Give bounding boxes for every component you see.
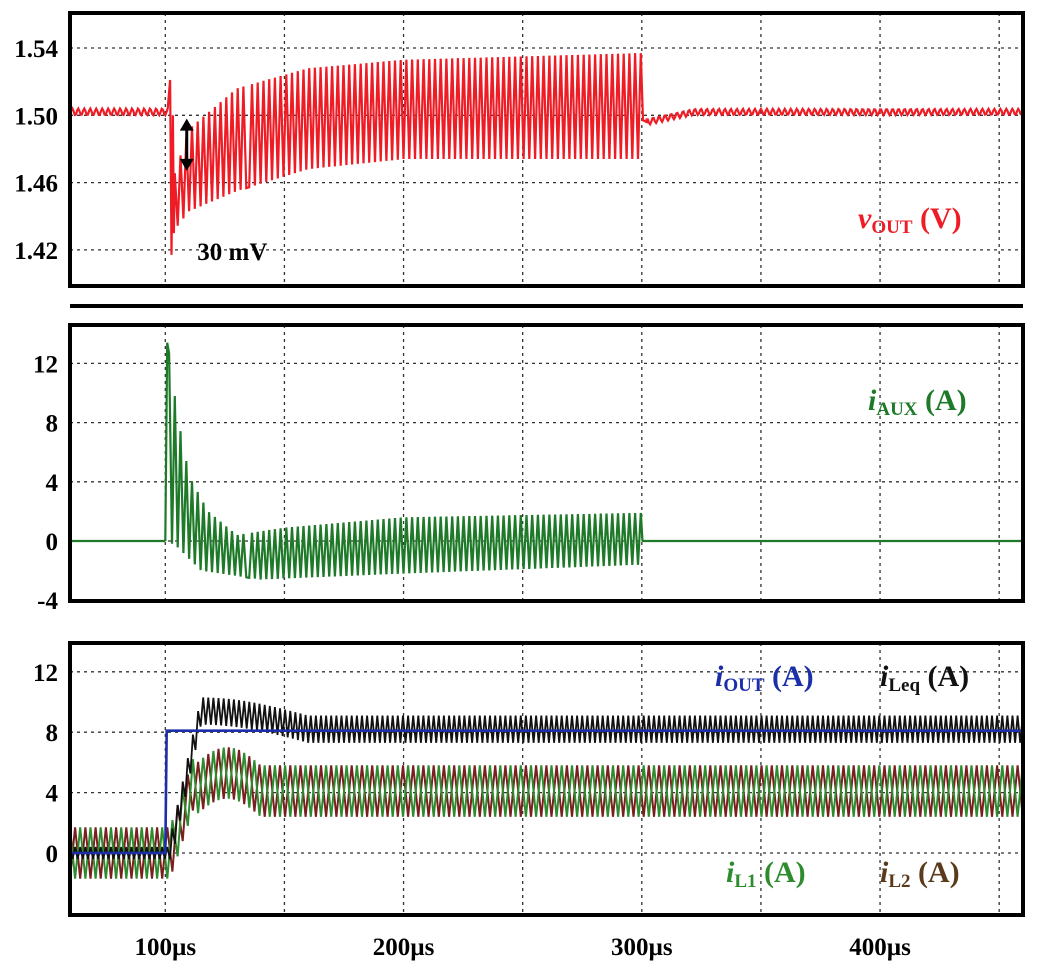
x-tick-label: 200µs — [373, 934, 435, 961]
x-tick-label: 300µs — [611, 934, 673, 961]
ripple-annotation: 30 mV — [179, 118, 267, 266]
iaux-y-ticks: 12 8 4 0 -4 — [33, 351, 59, 615]
vout-panel: 1.54 1.50 1.46 1.42 30 mV vOUT (V) — [14, 11, 1025, 288]
iaux-trace — [70, 342, 1023, 580]
vout-series-label: vOUT (V) — [858, 202, 962, 238]
currents-traces — [69, 697, 1024, 879]
iaux-frame — [68, 323, 1025, 603]
y-tick-label: 1.54 — [14, 36, 58, 63]
iout-waveform — [70, 729, 1023, 855]
vout-y-ticks: 1.54 1.50 1.46 1.42 — [14, 36, 58, 265]
y-tick-label: 0 — [46, 841, 59, 868]
y-tick-label: 0 — [46, 529, 59, 556]
ileq-waveform — [69, 697, 1024, 860]
y-tick-label: 8 — [46, 411, 59, 438]
vout-grid — [70, 13, 1023, 286]
ileq-series-label: iLeq (A) — [880, 660, 969, 696]
y-tick-label: 1.46 — [14, 171, 58, 198]
ripple-arrow-head-up — [179, 118, 194, 131]
y-tick-label: 8 — [46, 720, 59, 747]
ripple-label: 30 mV — [197, 239, 267, 266]
x-axis-tick-labels: 100µs 200µs 300µs 400µs — [134, 934, 911, 961]
vout-frame — [68, 11, 1025, 288]
y-tick-label: -4 — [37, 588, 58, 615]
iout-series-label: iOUT (A) — [715, 660, 814, 696]
y-tick-label: 12 — [33, 660, 58, 687]
x-tick-label: 400µs — [849, 934, 911, 961]
x-tick-label: 100µs — [134, 934, 196, 961]
ripple-arrow-head-down — [179, 158, 194, 171]
iaux-waveform — [164, 342, 644, 580]
iaux-series-label: iAUX (A) — [868, 384, 967, 420]
y-tick-label: 4 — [46, 781, 59, 808]
il2-series-label: iL2 (A) — [880, 856, 960, 892]
il1-waveform — [69, 747, 1024, 879]
vout-trace — [68, 53, 1025, 255]
y-tick-label: 12 — [33, 351, 58, 378]
y-tick-label: 1.50 — [14, 103, 58, 130]
currents-frame — [68, 641, 1025, 917]
y-tick-label: 1.42 — [14, 238, 58, 265]
y-tick-label: 4 — [46, 470, 59, 497]
il1-series-label: iL1 (A) — [726, 856, 806, 892]
currents-y-ticks: 12 8 4 0 — [33, 660, 59, 868]
il2-waveform — [69, 747, 1024, 879]
currents-panel: 12 8 4 0 iOUT (A) iLeq (A) iL1 (A) iL2 (A) — [33, 641, 1025, 917]
iaux-panel: 12 8 4 0 -4 iAUX (A) — [33, 323, 1025, 615]
vout-waveform — [68, 53, 1025, 255]
